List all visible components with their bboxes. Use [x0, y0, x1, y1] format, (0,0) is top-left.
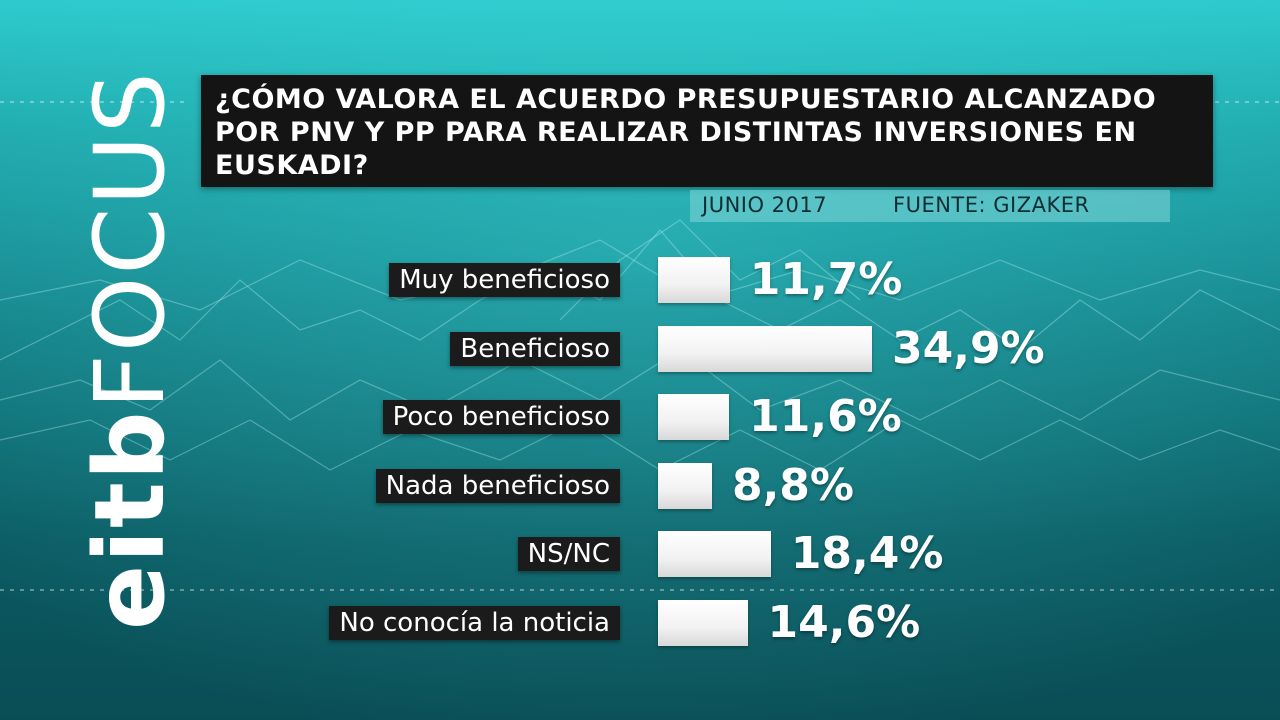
value-label: 14,6%	[767, 596, 921, 648]
subtitle-strip	[690, 190, 1170, 222]
logo-focus-text: FOCUS	[74, 70, 186, 410]
value-label: 8,8%	[731, 459, 854, 511]
value-label: 11,6%	[749, 391, 902, 442]
bar	[658, 325, 872, 372]
value-label: 18,4%	[790, 528, 944, 579]
survey-date: JUNIO 2017	[702, 193, 828, 217]
category-label: Beneficioso	[450, 331, 620, 366]
bar	[658, 599, 748, 646]
question-title-box: ¿CÓMO VALORA EL ACUERDO PRESUPUESTARIO A…	[201, 75, 1213, 187]
category-label: NS/NC	[517, 537, 620, 571]
category-label: Muy beneficioso	[389, 263, 620, 297]
bar	[658, 257, 730, 303]
logo-eitb-text: eitb	[74, 409, 186, 630]
survey-source: FUENTE: GIZAKER	[893, 193, 1090, 217]
bar	[658, 394, 730, 440]
question-title: ¿CÓMO VALORA EL ACUERDO PRESUPUESTARIO A…	[215, 84, 1157, 181]
category-label: Nada beneficioso	[375, 468, 620, 503]
bar	[658, 462, 712, 509]
eitb-focus-logo: eitb FOCUS	[70, 70, 190, 630]
category-label: No conocía la noticia	[329, 605, 620, 640]
bar	[658, 531, 771, 577]
category-label: Poco beneficioso	[382, 400, 620, 434]
value-label: 11,7%	[749, 254, 903, 305]
value-label: 34,9%	[892, 322, 1045, 374]
